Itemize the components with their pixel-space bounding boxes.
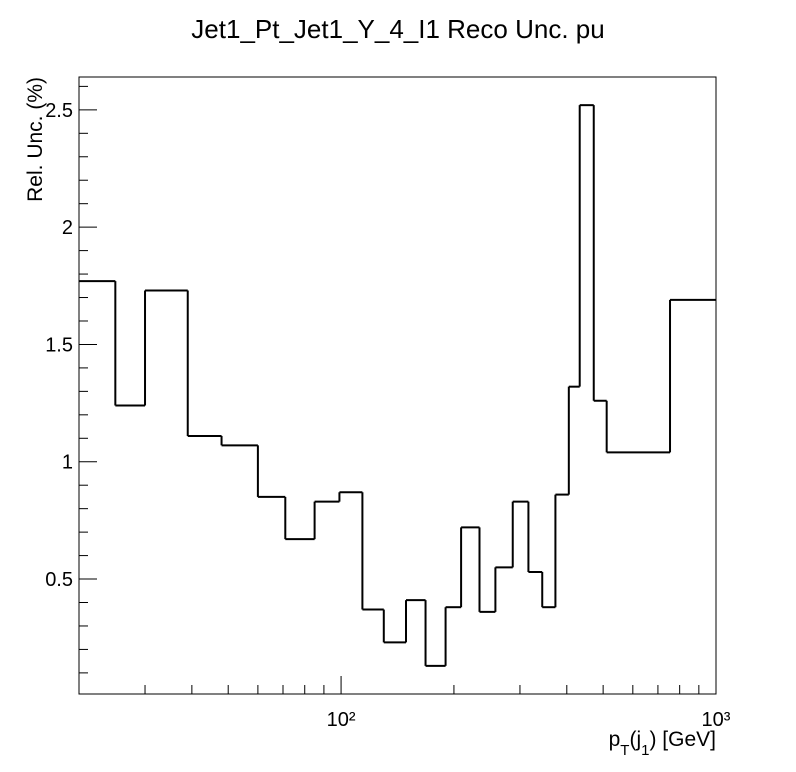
- x-axis-title-part: T: [620, 742, 629, 759]
- plot-frame: [78, 76, 717, 695]
- x-axis-title-part: ) [GeV]: [649, 728, 716, 751]
- x-tick-label: 10³: [702, 709, 731, 731]
- y-tick-label: 1: [62, 452, 73, 474]
- x-axis-title: pT(j1) [GeV]: [609, 728, 716, 759]
- y-tick-label: 0.5: [45, 569, 73, 591]
- y-tick-label: 2.5: [45, 100, 73, 122]
- y-tick-label: 1.5: [45, 334, 73, 356]
- x-axis-title-part: (j: [629, 728, 641, 751]
- chart-title: Jet1_Pt_Jet1_Y_4_I1 Reco Unc. pu: [191, 14, 604, 44]
- y-axis-title: Rel. Unc. (%): [24, 77, 47, 202]
- x-tick-label: 10²: [327, 709, 356, 731]
- x-axis-title-part: p: [609, 728, 621, 751]
- y-tick-label: 2: [62, 217, 73, 239]
- x-axis-title-part: 1: [641, 742, 649, 759]
